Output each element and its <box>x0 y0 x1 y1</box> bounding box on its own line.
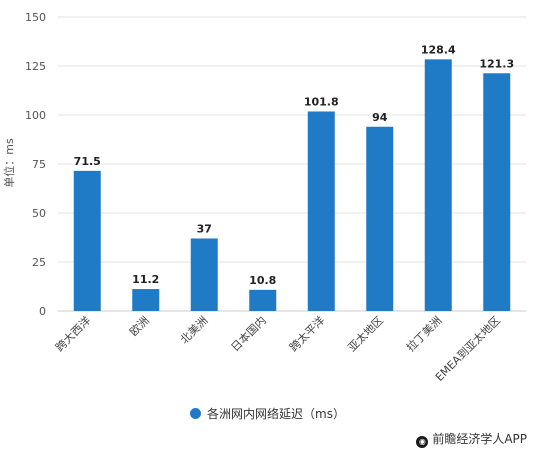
credit-text: 前瞻经济学人APP <box>432 432 527 446</box>
grid-lines <box>58 16 526 312</box>
bar <box>424 59 452 311</box>
category-label: 北美洲 <box>178 314 211 347</box>
bar <box>249 289 277 311</box>
category-label: 拉丁美洲 <box>403 313 444 354</box>
data-label: 37 <box>197 222 212 235</box>
data-label: 101.8 <box>304 95 339 108</box>
bar <box>366 126 394 311</box>
legend-label: 各洲网内网络延迟（ms） <box>207 407 345 421</box>
y-axis-label: 单位：ms <box>2 138 16 188</box>
category-label: 亚太地区 <box>346 314 386 354</box>
y-tick-label: 0 <box>39 305 46 318</box>
bar <box>483 73 511 311</box>
category-label: 欧洲 <box>127 314 152 339</box>
bar <box>190 238 218 311</box>
category-label: 跨大西洋 <box>52 313 93 354</box>
category-label: 日本国内 <box>228 313 269 354</box>
data-label: 71.5 <box>74 155 101 168</box>
bar <box>307 111 335 311</box>
y-tick-label: 75 <box>32 158 46 171</box>
bar <box>73 170 101 311</box>
y-tick-label: 150 <box>25 11 46 24</box>
data-label: 121.3 <box>479 57 514 70</box>
source-credit: ◉ 前瞻经济学人APP <box>416 430 527 448</box>
bars <box>73 59 511 311</box>
category-label: 跨太平洋 <box>286 313 327 354</box>
category-label: EMEA到亚太地区 <box>433 314 503 384</box>
y-tick-label: 25 <box>32 256 46 269</box>
data-labels: 71.5 11.2 37 10.8 101.8 94 128.4 121.3 <box>74 43 514 286</box>
y-tick-label: 125 <box>25 60 46 73</box>
data-label: 94 <box>372 111 388 124</box>
y-tick-label: 50 <box>32 207 46 220</box>
bar-chart: 0 25 50 75 100 125 150 单位：ms 71.5 11.2 37 10.8 101… <box>2 11 526 384</box>
bar <box>132 289 160 311</box>
y-tick-label: 100 <box>25 109 46 122</box>
data-label: 10.8 <box>249 274 276 287</box>
legend: 各洲网内网络延迟（ms） <box>0 405 535 422</box>
legend-marker <box>190 408 202 419</box>
data-label: 128.4 <box>421 43 456 56</box>
logo-icon: ◉ <box>416 436 429 448</box>
y-axis-ticks: 0 25 50 75 100 125 150 <box>25 11 46 318</box>
data-label: 11.2 <box>132 273 159 286</box>
